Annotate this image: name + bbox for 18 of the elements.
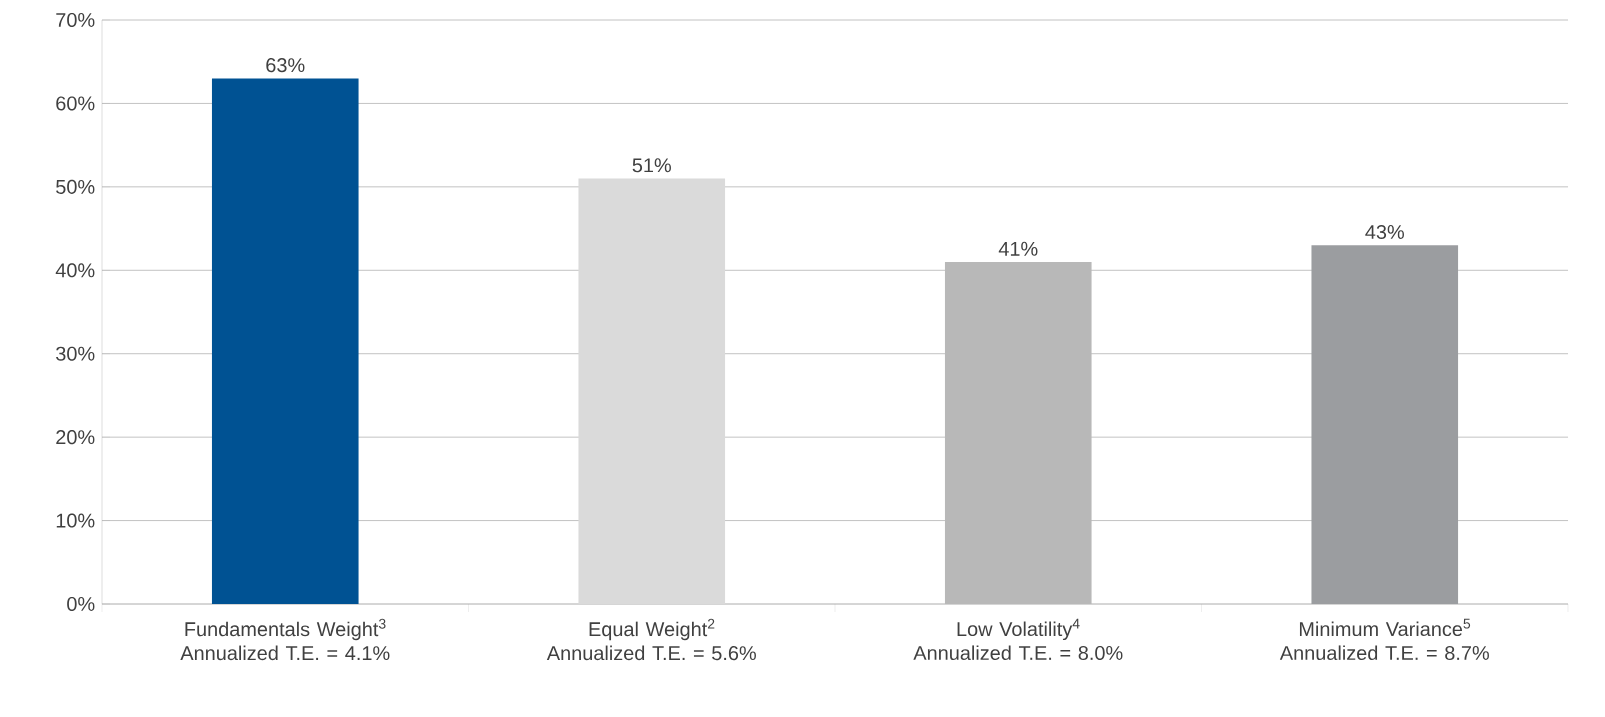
data-label: 63% [266,58,305,73]
data-label: 41% [998,241,1038,256]
data-label: 51% [632,158,671,173]
bar [578,178,726,604]
y-tick-label: 10% [56,513,95,528]
category-label: Equal Weight$^{2}$ Annualized T.E. = 5.6% [546,618,756,661]
category-label: Minimum Variance$^{5}$ Annualized T.E. = 8.7% [1279,618,1489,661]
y-tick-label: 20% [56,430,95,445]
category-label: Fundamentals Weight$^{3}$ Annualized T.E. = 4.1% [180,618,390,661]
y-tick-label: 50% [56,179,95,194]
bar [211,78,359,604]
y-tick-label: 40% [55,263,95,278]
y-tick-label: 30% [56,346,95,361]
y-tick-label: 70% [56,12,95,28]
y-tick-label: 0% [67,596,95,612]
category-label: Low Volatility$^{4}$ Annualized T.E. = 8.0% [913,618,1123,661]
y-tick-label: 60% [56,96,95,111]
data-label: 43% [1365,224,1404,240]
